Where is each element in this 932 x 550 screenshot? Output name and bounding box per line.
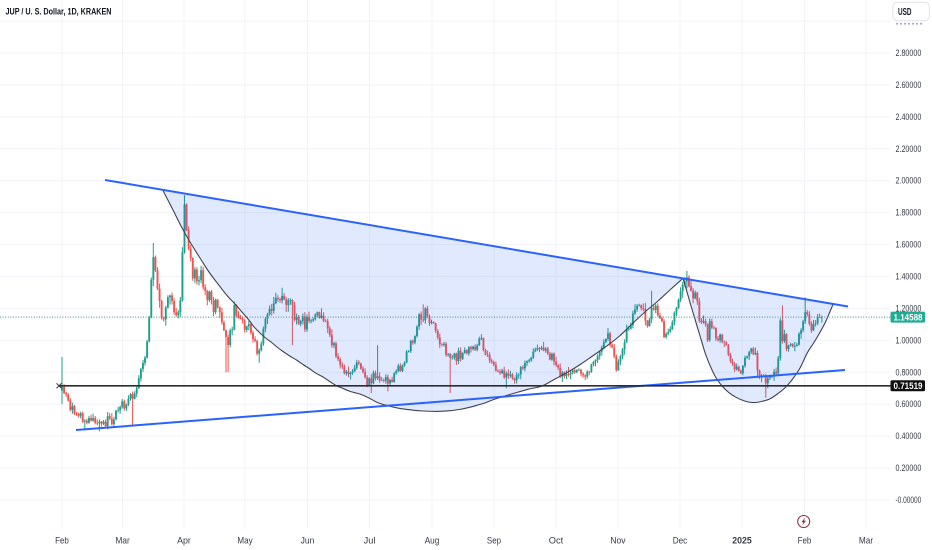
svg-text:2025: 2025 [732, 536, 752, 547]
svg-text:1.20000: 1.20000 [896, 303, 922, 314]
svg-text:Apr: Apr [177, 536, 191, 547]
svg-text:0.60000: 0.60000 [896, 399, 922, 410]
svg-text:1.80000: 1.80000 [896, 208, 922, 219]
svg-text:1.00000: 1.00000 [896, 335, 922, 346]
svg-text:JUP / U. S. Dollar, 1D, KRAKEN: JUP / U. S. Dollar, 1D, KRAKEN [6, 7, 112, 18]
svg-text:1.60000: 1.60000 [896, 240, 922, 251]
svg-text:2.40000: 2.40000 [896, 112, 922, 123]
svg-text:Mar: Mar [116, 536, 130, 547]
svg-text:Aug: Aug [425, 536, 440, 547]
svg-text:2.60000: 2.60000 [896, 80, 922, 91]
svg-text:2.00000: 2.00000 [896, 176, 922, 187]
svg-text:Nov: Nov [610, 536, 625, 547]
svg-text:Sep: Sep [487, 536, 501, 547]
svg-text:0.71519: 0.71519 [894, 381, 923, 392]
svg-text:USD: USD [898, 7, 912, 18]
svg-text:Jun: Jun [301, 536, 315, 547]
svg-text:2.80000: 2.80000 [896, 48, 922, 59]
svg-text:Oct: Oct [549, 536, 564, 547]
svg-text:Feb: Feb [798, 536, 812, 547]
svg-text:1.40000: 1.40000 [896, 272, 922, 283]
svg-text:May: May [237, 536, 252, 547]
svg-text:0.20000: 0.20000 [896, 463, 922, 474]
svg-text:-0.00000: -0.00000 [896, 495, 922, 506]
svg-text:Dec: Dec [673, 536, 688, 547]
svg-text:Mar: Mar [859, 536, 873, 547]
svg-text:2.20000: 2.20000 [896, 144, 922, 155]
svg-text:Feb: Feb [55, 536, 69, 547]
svg-text:0.40000: 0.40000 [896, 431, 922, 442]
svg-text:1.14588: 1.14588 [894, 312, 923, 323]
svg-text:Jul: Jul [364, 536, 376, 547]
svg-text:0.80000: 0.80000 [896, 367, 922, 378]
